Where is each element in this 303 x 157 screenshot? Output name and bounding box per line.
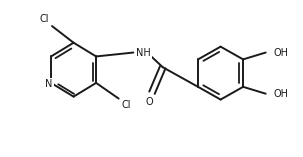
Text: OH: OH <box>274 89 288 99</box>
Text: Cl: Cl <box>122 100 131 111</box>
Text: Cl: Cl <box>39 14 49 24</box>
Text: N: N <box>45 79 53 89</box>
Text: OH: OH <box>274 48 288 57</box>
Text: NH: NH <box>136 48 151 57</box>
Text: O: O <box>145 97 153 107</box>
